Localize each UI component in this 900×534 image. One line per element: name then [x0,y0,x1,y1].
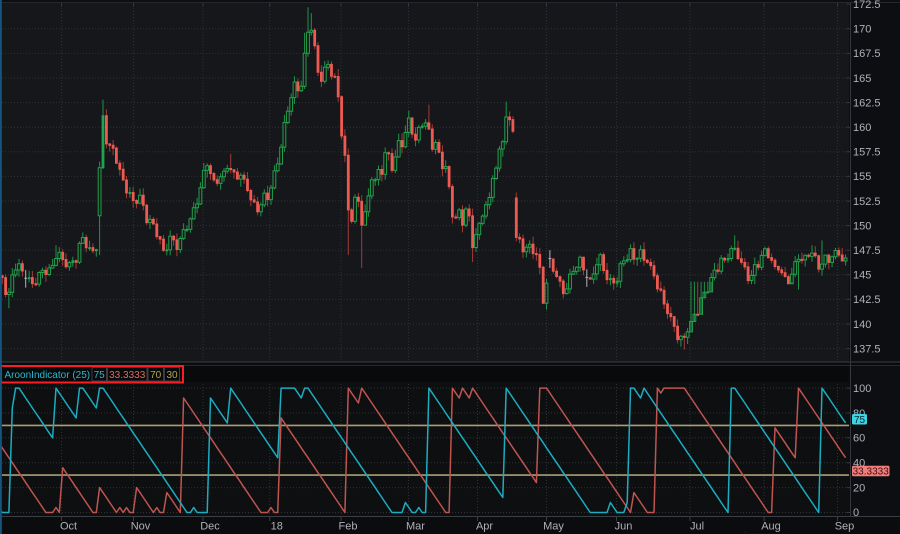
svg-text:60: 60 [853,433,865,445]
svg-text:160: 160 [853,122,871,134]
svg-text:152.5: 152.5 [853,196,881,208]
svg-text:20: 20 [853,482,865,494]
svg-text:157.5: 157.5 [853,147,881,159]
svg-text:167.5: 167.5 [853,48,881,60]
svg-text:May: May [543,521,564,533]
svg-text:Nov: Nov [131,521,151,533]
svg-text:33.3333: 33.3333 [853,467,890,478]
svg-text:172.5: 172.5 [853,0,881,11]
svg-text:155: 155 [853,171,871,183]
svg-text:Jun: Jun [615,521,633,533]
svg-text:Jul: Jul [690,521,704,533]
svg-text:Dec: Dec [200,521,220,533]
svg-text:30: 30 [166,370,178,381]
svg-text:145: 145 [853,270,871,282]
svg-text:0: 0 [853,507,859,519]
svg-text:165: 165 [853,73,871,85]
svg-text:Oct: Oct [60,521,77,533]
svg-text:170: 170 [853,24,871,36]
svg-text:100: 100 [853,383,871,395]
svg-text:Sep: Sep [835,521,855,533]
svg-text:70: 70 [150,370,162,381]
svg-text:147.5: 147.5 [853,245,881,257]
svg-text:142.5: 142.5 [853,294,881,306]
svg-text:Aug: Aug [761,521,781,533]
svg-text:75: 75 [94,370,106,381]
svg-text:162.5: 162.5 [853,97,881,109]
svg-text:140: 140 [853,319,871,331]
svg-text:75: 75 [854,415,866,426]
svg-text:Mar: Mar [406,521,425,533]
svg-text:18: 18 [271,521,283,533]
svg-text:Apr: Apr [476,521,493,533]
svg-text:AroonIndicator (25): AroonIndicator (25) [5,370,91,381]
svg-text:137.5: 137.5 [853,343,881,355]
svg-text:Source: ex: Source: ex [743,530,787,534]
svg-text:150: 150 [853,220,871,232]
svg-text:33.3333: 33.3333 [109,370,146,381]
svg-text:Feb: Feb [339,521,358,533]
